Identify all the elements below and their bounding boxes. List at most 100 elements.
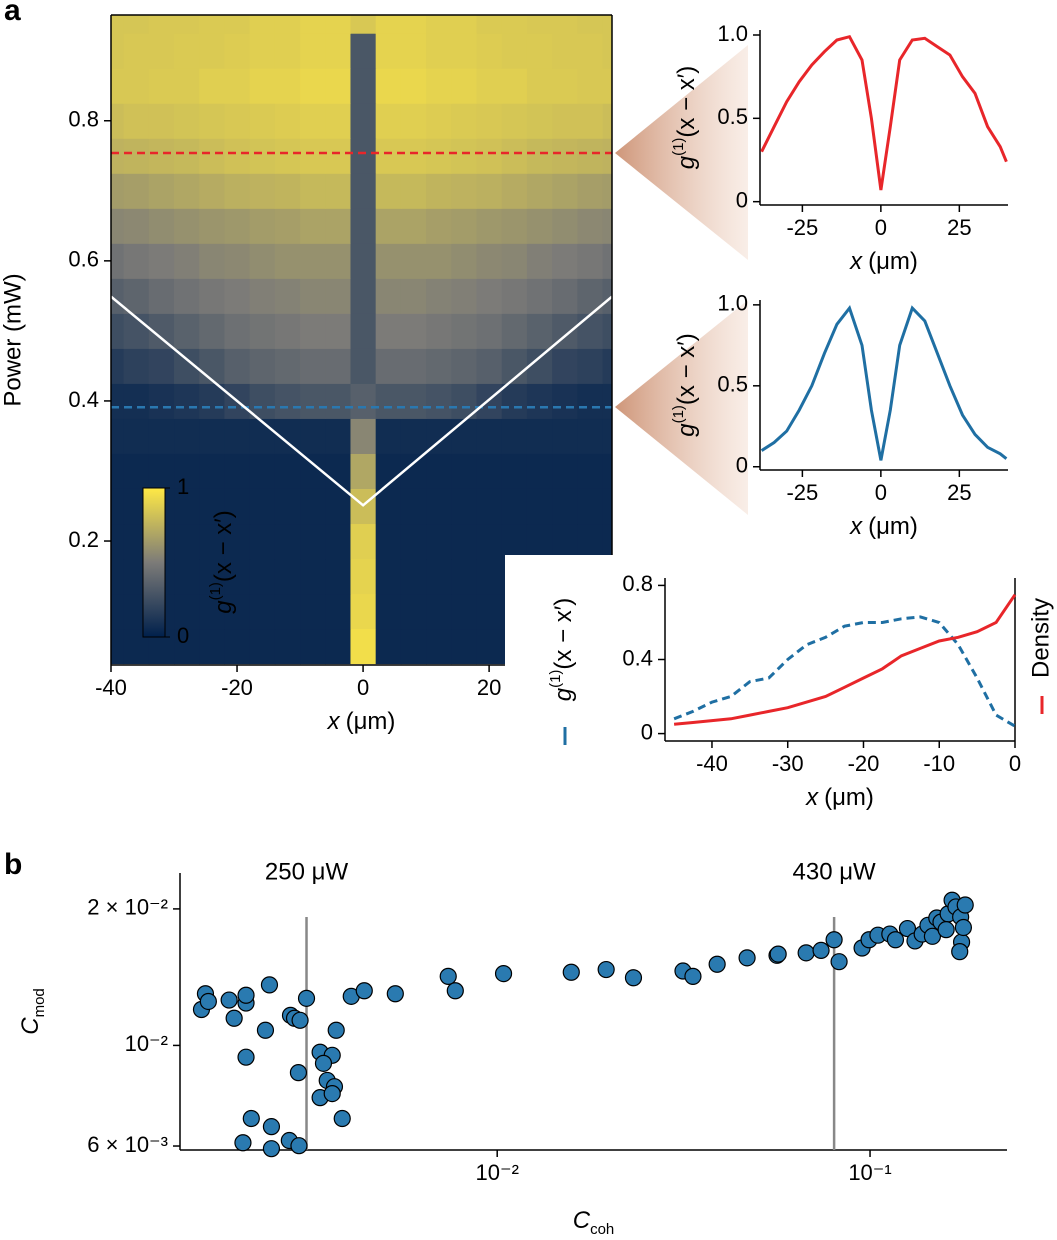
heatmap-cell [249,243,276,279]
heatmap-cell [224,68,251,104]
x-axis-label: x (μm) [849,513,918,540]
x-tick-label: 25 [947,480,971,505]
heatmap-cell [224,558,251,595]
heatmap-cell [476,418,503,454]
heatmap-cell [426,33,452,69]
y-axis-label: g(1)(x − x′) [547,598,577,702]
heatmap-cell [249,453,276,489]
heatmap-cell [426,488,452,525]
heatmap-cell [501,173,528,209]
heatmap-cell [300,278,326,314]
heatmap-cell [501,278,528,314]
heatmap-cell [300,488,326,525]
heatmap-cell [249,593,276,630]
heatmap-cell [111,15,125,34]
label-part: (1) [207,582,224,600]
y-tick-label: 10⁻² [125,1031,168,1056]
heatmap-cell [199,488,225,525]
heatmap-cell [199,628,225,665]
heatmap-cell [123,68,150,104]
heatmap-cell [501,68,528,104]
heatmap-cell [123,208,150,244]
heatmap-cell [274,208,301,244]
heatmap-cell [123,103,150,139]
heatmap-cell [224,278,251,314]
heatmap-cell [476,173,503,209]
heatmap-cell [400,348,427,384]
heatmap-cell [552,383,578,419]
heatmap-cell [602,243,612,279]
label-part: C [17,1017,44,1035]
heatmap-cell [400,33,427,69]
heatmap-cell [476,208,503,244]
heatmap-cell [325,348,351,384]
heatmap-cell [426,628,452,665]
heatmap-cell [552,173,578,209]
heatmap-cell [350,278,377,314]
scatter-point [923,927,942,945]
heatmap-cell [111,313,125,349]
y2-axis-label: Density [1027,598,1054,678]
label-part: (1) [670,405,687,423]
heatmap-cell [350,418,377,454]
label-part: (1) [547,670,564,688]
heatmap-cell [501,488,528,525]
heatmap-cell [274,383,301,419]
heatmap-cell [111,523,125,560]
x-tick-label: 0 [1009,751,1021,776]
x-axis-label: Ccoh [573,1207,615,1238]
heatmap-cell [174,103,200,139]
heatmap-cell [325,593,351,630]
heatmap-cell [501,138,528,174]
heatmap-cell [249,208,276,244]
heatmap-cell [476,33,503,69]
heatmap-cell [350,243,377,279]
heatmap-cell [451,628,478,665]
heatmap-cell [526,453,553,489]
scatter-point [242,1109,260,1128]
heatmap-cell [577,173,604,209]
heatmap-cell [577,138,604,174]
heatmap-cell [476,243,503,279]
heatmap-cell [375,523,402,560]
label-part: (x − x′) [673,66,700,138]
heatmap-cell [325,103,351,139]
label-part: coh [590,1221,614,1238]
heatmap-cell [300,33,326,69]
scatter-point [234,1134,252,1152]
heatmap-cell [426,523,452,560]
heatmap-cell [501,523,528,560]
data-line [673,615,1016,728]
heatmap-cell [400,278,427,314]
heatmap-cell [451,138,478,174]
heatmap-cell [199,138,225,174]
heatmap-cell [274,243,301,279]
heatmap-cell [577,15,604,34]
heatmap-cell [300,558,326,595]
scatter-point [494,965,513,983]
heatmap-cell [426,593,452,630]
heatmap-cell [400,383,427,419]
heatmap-cell [325,68,351,104]
zoom-cone [615,45,748,260]
scatter-point [355,982,373,1000]
heatmap-cell [350,173,377,209]
heatmap-cell [174,208,200,244]
heatmap-cell [274,15,301,34]
heatmap-cell [300,383,326,419]
scatter-point [562,963,580,981]
heatmap-cell [199,208,225,244]
scatter-point [260,976,279,994]
scatter-point [708,955,726,973]
heatmap-cell [148,453,175,489]
heatmap-cell [224,33,251,69]
heatmap-cell [325,243,351,279]
heatmap-cell [426,15,452,34]
scatter-point [256,1021,275,1039]
heatmap-cell [123,243,150,279]
scatter-point [684,967,702,985]
scatter-point [386,985,404,1003]
y-tick-label: 0.5 [717,372,748,397]
heatmap-cell [451,313,478,349]
heatmap-cell [111,488,125,525]
